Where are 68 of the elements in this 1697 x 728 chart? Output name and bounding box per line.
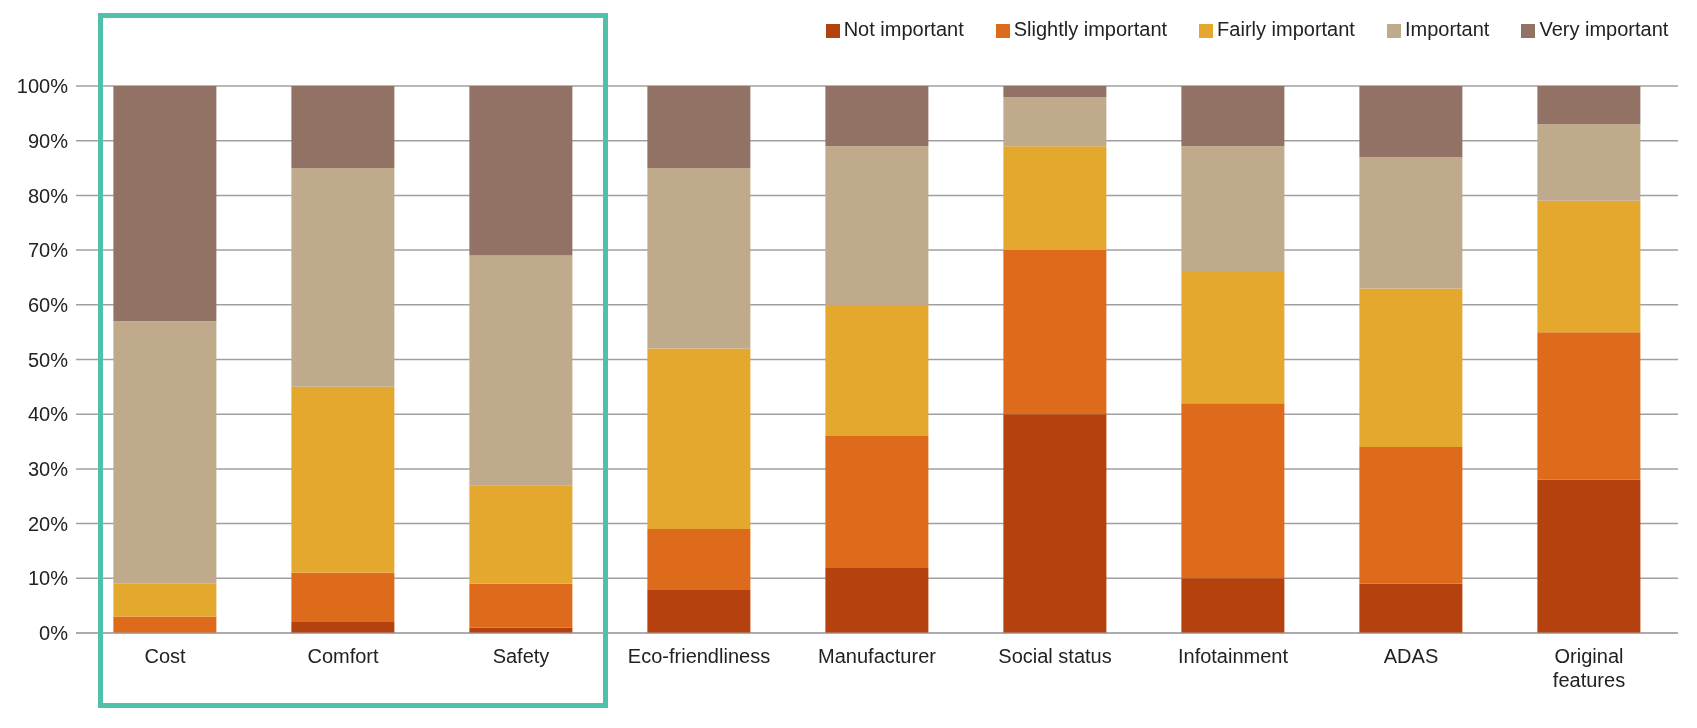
bar bbox=[647, 168, 751, 349]
bar bbox=[1359, 583, 1463, 633]
bar bbox=[825, 436, 929, 568]
bar bbox=[825, 86, 929, 147]
bar bbox=[113, 86, 217, 322]
legend-label: Not important bbox=[843, 18, 964, 40]
y-tick-label: 90% bbox=[27, 129, 69, 152]
bar bbox=[1181, 403, 1285, 579]
bar bbox=[1359, 157, 1463, 289]
bar bbox=[469, 583, 573, 628]
y-tick-label: 60% bbox=[27, 293, 69, 316]
x-tick-label: Comfort bbox=[307, 645, 379, 667]
bar bbox=[291, 168, 395, 387]
bar bbox=[825, 304, 929, 437]
bar bbox=[647, 348, 751, 530]
bar bbox=[1181, 578, 1285, 633]
bar bbox=[113, 616, 217, 633]
legend-label: Slightly important bbox=[1013, 18, 1168, 40]
bar bbox=[1359, 288, 1463, 448]
bar bbox=[113, 583, 217, 617]
x-tick-label: Eco-friendliness bbox=[627, 645, 771, 667]
x-tick-label: ADAS bbox=[1383, 645, 1439, 667]
bar bbox=[113, 321, 217, 584]
y-tick-label: 10% bbox=[27, 567, 69, 590]
y-tick-label: 40% bbox=[27, 403, 69, 426]
legend-label: Very important bbox=[1539, 18, 1669, 40]
x-tick-label: Cost bbox=[144, 645, 186, 667]
bar bbox=[1181, 271, 1285, 404]
bar bbox=[469, 255, 573, 486]
x-tick-label: Social status bbox=[998, 645, 1112, 667]
bar bbox=[1359, 447, 1463, 584]
y-tick-label: 30% bbox=[27, 458, 69, 480]
bar bbox=[469, 485, 573, 584]
y-tick-label: 0% bbox=[39, 622, 69, 645]
y-tick-label: 100% bbox=[16, 75, 69, 98]
bar bbox=[469, 86, 573, 256]
y-tick-label: 20% bbox=[27, 512, 69, 535]
x-tick-label: Manufacturer bbox=[818, 645, 937, 667]
y-tick-label: 70% bbox=[27, 239, 69, 262]
legend-label: Fairly important bbox=[1217, 18, 1355, 40]
x-tick-label: Original features bbox=[1552, 645, 1626, 691]
bar bbox=[825, 146, 929, 305]
bar bbox=[1537, 200, 1641, 333]
x-tick-label: Safety bbox=[492, 645, 550, 667]
bar bbox=[1359, 86, 1463, 158]
bar bbox=[825, 567, 929, 633]
bar bbox=[1537, 332, 1641, 480]
bar bbox=[1537, 86, 1641, 125]
bar bbox=[1003, 414, 1107, 633]
bar bbox=[291, 386, 395, 573]
bar bbox=[647, 529, 751, 590]
bar bbox=[647, 589, 751, 633]
bar bbox=[291, 622, 395, 633]
bar bbox=[1003, 146, 1107, 251]
bar bbox=[647, 86, 751, 169]
legend-label: Important bbox=[1404, 18, 1490, 40]
bar bbox=[1181, 86, 1285, 147]
bar bbox=[1537, 124, 1641, 201]
y-tick-label: 50% bbox=[27, 348, 69, 371]
bar bbox=[1537, 479, 1641, 633]
x-tick-label: Infotainment bbox=[1177, 645, 1289, 667]
bar bbox=[291, 572, 395, 623]
y-tick-label: 80% bbox=[27, 184, 69, 207]
bar bbox=[1003, 250, 1107, 415]
bar bbox=[1181, 146, 1285, 272]
bar bbox=[1003, 86, 1107, 97]
bar bbox=[1003, 96, 1107, 147]
bar bbox=[291, 86, 395, 169]
